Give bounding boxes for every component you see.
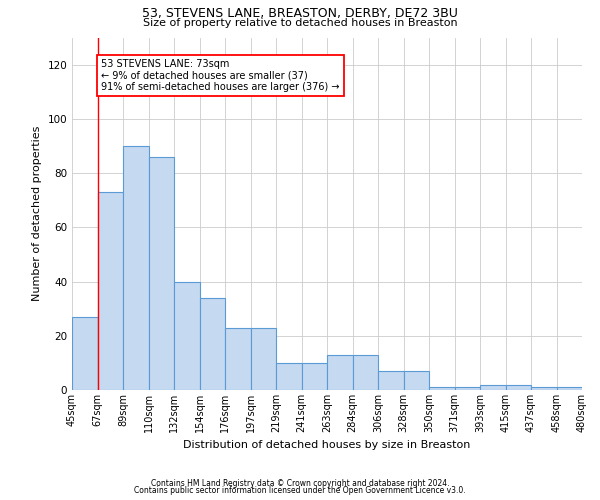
Bar xyxy=(531,388,557,390)
Bar xyxy=(72,317,97,390)
Text: 53, STEVENS LANE, BREASTON, DERBY, DE72 3BU: 53, STEVENS LANE, BREASTON, DERBY, DE72 … xyxy=(142,8,458,20)
Bar xyxy=(455,388,480,390)
Bar xyxy=(251,328,276,390)
Bar xyxy=(174,282,199,390)
X-axis label: Distribution of detached houses by size in Breaston: Distribution of detached houses by size … xyxy=(184,440,470,450)
Bar xyxy=(123,146,149,390)
Text: Contains HM Land Registry data © Crown copyright and database right 2024.: Contains HM Land Registry data © Crown c… xyxy=(151,478,449,488)
Bar xyxy=(276,363,302,390)
Bar xyxy=(302,363,327,390)
Bar xyxy=(149,157,174,390)
Text: Size of property relative to detached houses in Breaston: Size of property relative to detached ho… xyxy=(143,18,457,28)
Text: 53 STEVENS LANE: 73sqm
← 9% of detached houses are smaller (37)
91% of semi-deta: 53 STEVENS LANE: 73sqm ← 9% of detached … xyxy=(101,59,340,92)
Bar xyxy=(353,355,378,390)
Text: Contains public sector information licensed under the Open Government Licence v3: Contains public sector information licen… xyxy=(134,486,466,495)
Bar xyxy=(327,355,353,390)
Bar xyxy=(557,388,582,390)
Bar xyxy=(505,384,531,390)
Bar xyxy=(480,384,505,390)
Bar xyxy=(404,371,429,390)
Bar xyxy=(199,298,225,390)
Bar xyxy=(225,328,251,390)
Bar xyxy=(97,192,123,390)
Bar xyxy=(429,388,455,390)
Y-axis label: Number of detached properties: Number of detached properties xyxy=(32,126,42,302)
Bar xyxy=(378,371,404,390)
